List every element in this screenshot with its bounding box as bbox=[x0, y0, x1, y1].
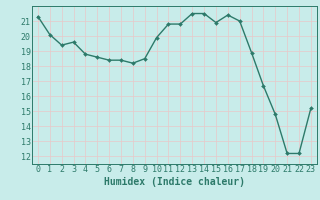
X-axis label: Humidex (Indice chaleur): Humidex (Indice chaleur) bbox=[104, 177, 245, 187]
